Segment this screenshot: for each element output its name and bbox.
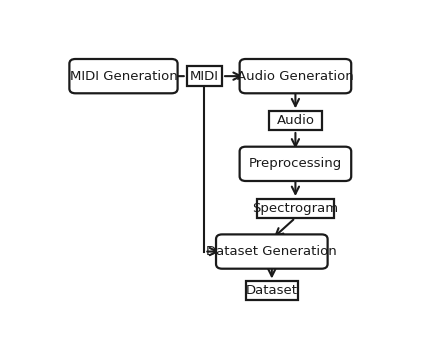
Text: MIDI: MIDI [190,70,218,83]
Text: Dataset Generation: Dataset Generation [206,245,336,258]
Text: Dataset: Dataset [245,284,297,297]
FancyBboxPatch shape [239,59,350,93]
Text: Audio Generation: Audio Generation [237,70,353,83]
Text: MIDI Generation: MIDI Generation [69,70,177,83]
FancyBboxPatch shape [269,111,321,130]
Text: Audio: Audio [276,114,314,127]
FancyBboxPatch shape [216,234,327,269]
FancyBboxPatch shape [239,147,350,181]
FancyBboxPatch shape [256,199,333,218]
FancyBboxPatch shape [69,59,177,93]
Text: Preprocessing: Preprocessing [248,157,341,170]
Text: Spectrogram: Spectrogram [252,202,338,215]
FancyBboxPatch shape [186,66,222,86]
FancyBboxPatch shape [245,282,297,300]
